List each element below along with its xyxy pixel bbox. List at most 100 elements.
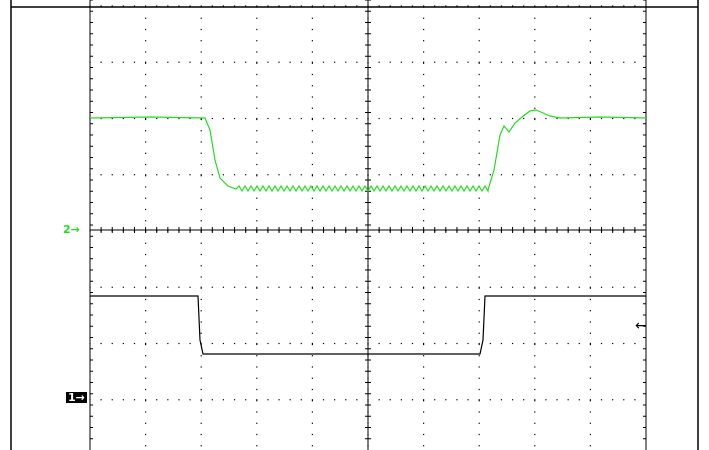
grid-dot [300, 5, 302, 7]
grid-dot [311, 73, 313, 76]
grid-dot [545, 5, 547, 7]
grid-dot [156, 342, 158, 345]
grid-dot [378, 342, 380, 345]
grid-dot [545, 399, 547, 401]
grid-dot [534, 220, 536, 222]
grid-dot [423, 399, 425, 401]
grid-dot [145, 343, 147, 346]
grid-dot [322, 174, 325, 176]
grid-dot [534, 85, 536, 87]
grid-dot [567, 5, 569, 7]
grid-dot [145, 174, 147, 176]
grid-dot [133, 342, 136, 345]
grid-dot [467, 286, 469, 288]
grid-dot [145, 242, 147, 244]
grid-dot [334, 286, 336, 288]
grid-dot [589, 163, 591, 166]
grid-dot [500, 5, 503, 7]
grid-dot [589, 276, 591, 278]
grid-dot [300, 61, 302, 63]
grid-dot [545, 342, 547, 345]
grid-dot [145, 332, 147, 334]
grid-dot [145, 220, 147, 222]
grid-dot [133, 5, 136, 7]
grid-dot [256, 163, 258, 166]
grid-dot [145, 287, 147, 289]
grid-dot [567, 117, 569, 120]
grid-dot [478, 253, 480, 256]
grid-dot [145, 152, 147, 154]
grid-dot [545, 286, 547, 288]
grid-dot [256, 152, 258, 154]
grid-dot [311, 445, 313, 447]
grid-dot [489, 5, 491, 7]
grid-dot [511, 399, 514, 401]
grid-dot [478, 130, 480, 132]
grid-dot [534, 175, 536, 177]
grid-dot [400, 286, 402, 288]
grid-dot [623, 342, 625, 345]
channel-1-waveform [90, 295, 646, 355]
grid-dot [423, 242, 425, 244]
grid-dot [200, 332, 202, 334]
grid-dot [589, 366, 591, 368]
grid-dot [423, 355, 425, 357]
grid-dot [423, 343, 425, 346]
grid-dot [478, 51, 480, 53]
grid-dot [411, 61, 414, 63]
grid-dot [578, 5, 580, 7]
grid-dot [311, 242, 313, 244]
grid-dot [600, 399, 603, 401]
grid-dot [523, 286, 525, 288]
grid-dot [567, 61, 569, 63]
grid-dot [145, 433, 147, 436]
grid-dot [311, 310, 313, 312]
grid-dot [256, 343, 258, 346]
grid-dot [200, 62, 202, 64]
grid-dot [145, 253, 147, 256]
grid-dot [145, 118, 147, 121]
grid-dot [200, 310, 202, 312]
grid-dot [534, 287, 536, 289]
grid-dot [356, 61, 358, 63]
grid-dot [589, 377, 591, 379]
grid-dot [311, 118, 313, 121]
grid-dot [478, 152, 480, 154]
grid-dot [623, 174, 625, 176]
grid-dot [145, 298, 147, 301]
grid-dot [311, 186, 313, 188]
grid-dot [145, 208, 147, 211]
grid-dot [100, 117, 102, 120]
grid-dot [523, 342, 525, 345]
grid-dot [556, 174, 558, 176]
grid-dot [267, 61, 269, 63]
grid-dot [500, 61, 503, 63]
grid-dot [200, 265, 202, 267]
grid-dot [178, 174, 180, 176]
grid-dot [534, 355, 536, 357]
grid-dot [423, 28, 425, 31]
grid-dot [200, 253, 202, 256]
grid-dot [245, 117, 247, 120]
channel-1-ground-marker: 1→ [66, 391, 87, 404]
grid-dot [211, 5, 213, 7]
grid-dot [200, 141, 202, 143]
grid-dot [578, 399, 580, 401]
grid-dot [612, 117, 614, 120]
grid-dot [545, 61, 547, 63]
grid-dot [111, 399, 113, 401]
grid-dot [589, 62, 591, 64]
grid-dot [423, 107, 425, 109]
grid-dot [478, 62, 480, 64]
grid-dot [589, 5, 591, 7]
grid-dot [578, 61, 580, 63]
grid-dot [89, 5, 91, 7]
grid-dot [623, 61, 625, 63]
grid-dot [534, 73, 536, 76]
grid-dot [122, 5, 124, 7]
grid-dot [200, 73, 202, 76]
grid-dot [256, 6, 258, 8]
grid-dot [511, 117, 514, 120]
grid-dot [345, 286, 347, 288]
grid-dot [623, 117, 625, 120]
